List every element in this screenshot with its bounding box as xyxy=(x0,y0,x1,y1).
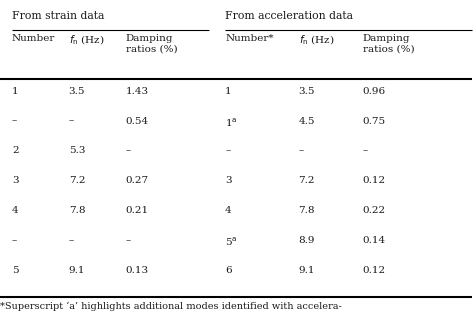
Text: 3.5: 3.5 xyxy=(69,87,85,96)
Text: Damping
ratios (%): Damping ratios (%) xyxy=(126,34,177,53)
Text: Number: Number xyxy=(12,34,55,43)
Text: –: – xyxy=(69,117,74,126)
Text: 4: 4 xyxy=(225,206,232,215)
Text: 6: 6 xyxy=(225,266,232,275)
Text: 0.21: 0.21 xyxy=(126,206,149,215)
Text: –: – xyxy=(12,117,17,126)
Text: –: – xyxy=(299,146,304,155)
Text: 0.14: 0.14 xyxy=(363,236,386,245)
Text: 0.12: 0.12 xyxy=(363,176,386,185)
Text: 3: 3 xyxy=(12,176,18,185)
Text: 0.75: 0.75 xyxy=(363,117,386,126)
Text: 7.8: 7.8 xyxy=(69,206,85,215)
Text: –: – xyxy=(126,236,131,245)
Text: 1: 1 xyxy=(225,87,232,96)
Text: 0.22: 0.22 xyxy=(363,206,386,215)
Text: From strain data: From strain data xyxy=(12,11,104,21)
Text: –: – xyxy=(225,146,230,155)
Text: –: – xyxy=(69,236,74,245)
Text: 4: 4 xyxy=(12,206,18,215)
Text: 7.2: 7.2 xyxy=(299,176,315,185)
Text: 0.13: 0.13 xyxy=(126,266,149,275)
Text: Number*: Number* xyxy=(225,34,273,43)
Text: 5$^{\mathrm{a}}$: 5$^{\mathrm{a}}$ xyxy=(225,236,237,248)
Text: –: – xyxy=(126,146,131,155)
Text: 8.9: 8.9 xyxy=(299,236,315,245)
Text: 9.1: 9.1 xyxy=(69,266,85,275)
Text: 7.8: 7.8 xyxy=(299,206,315,215)
Text: 1$^{\mathrm{a}}$: 1$^{\mathrm{a}}$ xyxy=(225,117,237,129)
Text: 3.5: 3.5 xyxy=(299,87,315,96)
Text: 9.1: 9.1 xyxy=(299,266,315,275)
Text: From acceleration data: From acceleration data xyxy=(225,11,353,21)
Text: 0.96: 0.96 xyxy=(363,87,386,96)
Text: $f_{\mathrm{n}}$ (Hz): $f_{\mathrm{n}}$ (Hz) xyxy=(299,34,334,47)
Text: 1.43: 1.43 xyxy=(126,87,149,96)
Text: Damping
ratios (%): Damping ratios (%) xyxy=(363,34,414,53)
Text: 4.5: 4.5 xyxy=(299,117,315,126)
Text: 5.3: 5.3 xyxy=(69,146,85,155)
Text: 0.12: 0.12 xyxy=(363,266,386,275)
Text: 3: 3 xyxy=(225,176,232,185)
Text: –: – xyxy=(363,146,368,155)
Text: 7.2: 7.2 xyxy=(69,176,85,185)
Text: 0.27: 0.27 xyxy=(126,176,149,185)
Text: *Superscript ‘a’ highlights additional modes identified with accelera-: *Superscript ‘a’ highlights additional m… xyxy=(0,302,342,311)
Text: –: – xyxy=(12,236,17,245)
Text: 0.54: 0.54 xyxy=(126,117,149,126)
Text: 5: 5 xyxy=(12,266,18,275)
Text: $f_{\mathrm{n}}$ (Hz): $f_{\mathrm{n}}$ (Hz) xyxy=(69,34,104,47)
Text: 1: 1 xyxy=(12,87,18,96)
Text: 2: 2 xyxy=(12,146,18,155)
